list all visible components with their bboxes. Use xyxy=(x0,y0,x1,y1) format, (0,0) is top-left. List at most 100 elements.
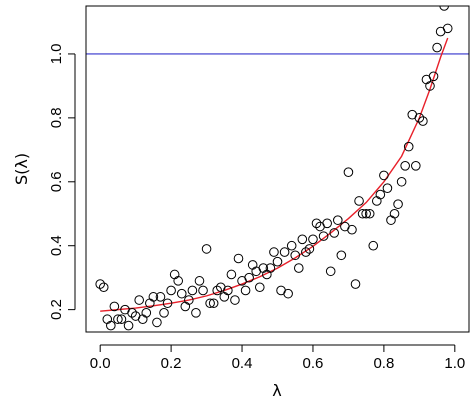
y-axis: 0.2 0.4 0.6 0.8 1.0 xyxy=(48,44,76,320)
data-point xyxy=(272,256,283,267)
data-point xyxy=(428,71,439,82)
data-point xyxy=(247,260,258,270)
data-point xyxy=(411,161,421,171)
data-point xyxy=(205,298,215,309)
y-tick-label: 0.8 xyxy=(48,107,65,128)
data-point xyxy=(219,292,230,302)
data-point xyxy=(414,113,425,123)
data-point xyxy=(180,301,191,312)
data-point xyxy=(308,234,318,245)
data-point xyxy=(208,298,219,309)
data-point xyxy=(191,308,201,318)
data-point xyxy=(350,279,361,289)
y-tick-label: 0.2 xyxy=(48,299,65,320)
data-point xyxy=(400,161,410,171)
x-tick-label: 0.6 xyxy=(303,355,324,372)
data-point xyxy=(336,250,347,261)
data-point xyxy=(116,314,127,325)
plot-frame xyxy=(85,5,470,333)
data-point xyxy=(301,247,311,257)
data-point xyxy=(265,263,276,273)
data-point xyxy=(123,320,134,331)
data-point xyxy=(134,295,144,305)
data-point xyxy=(382,183,393,193)
data-point xyxy=(113,314,123,325)
data-point xyxy=(155,292,166,302)
x-tick-label: 0.2 xyxy=(161,355,182,372)
y-tick-label: 1.0 xyxy=(48,44,65,65)
data-point xyxy=(223,285,233,296)
data-point xyxy=(152,317,162,328)
x-axis: 0.0 0.2 0.4 0.6 0.8 1.0 xyxy=(90,344,465,372)
data-point xyxy=(425,81,435,91)
data-point xyxy=(403,141,414,152)
data-point xyxy=(364,208,375,219)
data-point xyxy=(361,208,371,219)
data-point xyxy=(393,199,403,209)
data-point xyxy=(439,6,449,11)
data-point xyxy=(148,292,159,302)
data-point xyxy=(137,314,148,325)
data-point xyxy=(418,116,428,126)
data-point xyxy=(375,189,386,200)
data-point xyxy=(322,218,332,229)
data-point xyxy=(329,228,340,238)
data-point xyxy=(293,263,304,273)
data-point xyxy=(386,215,396,225)
data-point xyxy=(240,285,251,296)
data-point xyxy=(212,285,223,296)
data-point xyxy=(283,288,293,299)
data-point xyxy=(279,247,290,257)
data-point xyxy=(347,224,357,235)
data-point xyxy=(233,253,244,264)
data-point xyxy=(354,196,364,206)
data-point xyxy=(201,244,212,254)
data-point xyxy=(286,240,297,251)
data-point xyxy=(194,276,205,286)
data-point xyxy=(254,282,265,293)
y-tick-label: 0.6 xyxy=(48,171,65,192)
data-point xyxy=(166,285,176,296)
data-point xyxy=(184,295,194,305)
data-point xyxy=(187,285,198,296)
data-point xyxy=(226,269,237,280)
data-point xyxy=(159,308,169,318)
data-point xyxy=(297,234,308,245)
data-point xyxy=(141,308,152,318)
data-point xyxy=(173,276,183,286)
data-point xyxy=(318,231,329,241)
data-point xyxy=(332,215,343,225)
x-tick-label: 0.0 xyxy=(90,355,111,372)
data-point xyxy=(442,23,453,34)
data-point xyxy=(230,295,240,305)
data-point xyxy=(396,176,407,187)
data-points xyxy=(95,6,453,331)
data-point xyxy=(162,298,173,309)
fit-curve xyxy=(100,37,449,312)
data-point xyxy=(269,247,279,257)
data-point xyxy=(325,266,336,277)
data-point xyxy=(372,196,382,206)
x-axis-title: λ xyxy=(272,381,281,400)
data-point xyxy=(95,279,105,289)
x-tick-label: 0.4 xyxy=(232,355,253,372)
data-point xyxy=(432,42,442,53)
x-tick-label: 1.0 xyxy=(444,355,465,372)
data-point xyxy=(357,208,368,219)
data-point xyxy=(379,170,389,181)
data-point xyxy=(127,308,137,318)
y-axis-title: S(λ) xyxy=(12,153,31,185)
data-point xyxy=(343,167,354,177)
y-tick-label: 0.4 xyxy=(48,235,65,256)
data-point xyxy=(106,320,116,331)
data-point xyxy=(109,301,120,312)
data-point xyxy=(290,250,301,261)
data-point xyxy=(389,208,400,219)
data-point xyxy=(368,240,379,251)
data-point xyxy=(176,288,187,299)
plot-area xyxy=(86,6,469,331)
data-point xyxy=(311,218,322,229)
data-point xyxy=(102,314,113,325)
data-point xyxy=(198,285,208,296)
